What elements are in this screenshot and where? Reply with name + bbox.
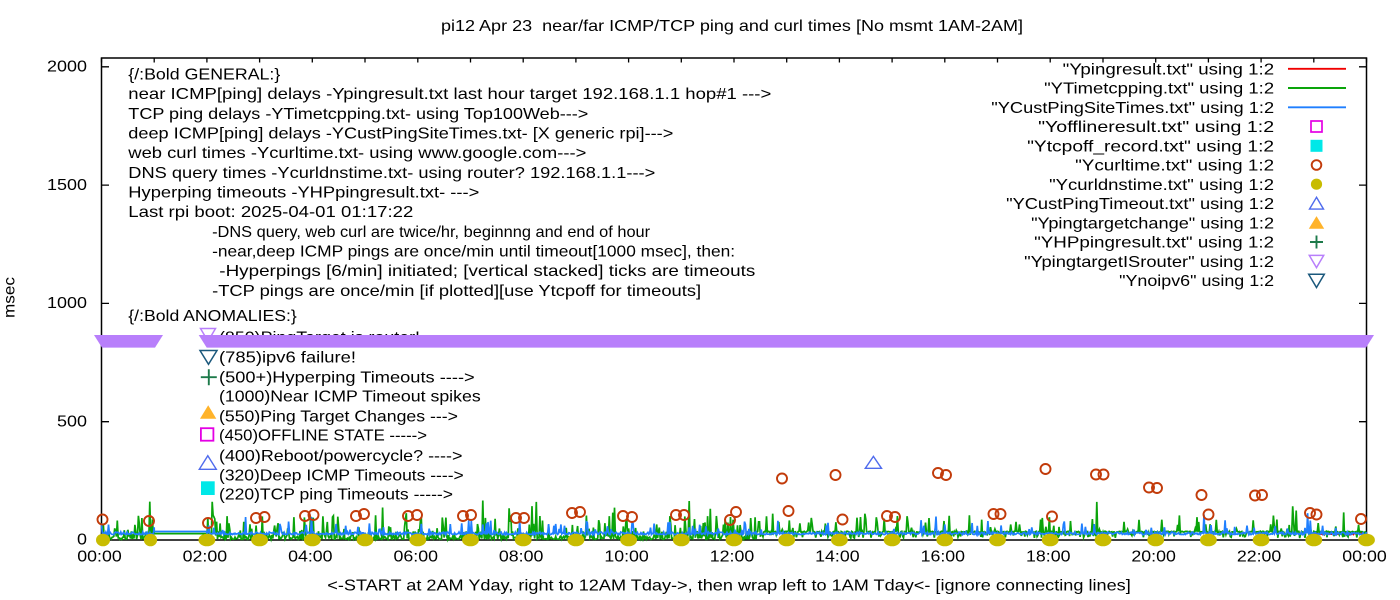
svg-text:{/:Bold ANOMALIES:}: {/:Bold ANOMALIES:} (128, 308, 297, 325)
svg-text:"Ycurltime.txt" using 1:2: "Ycurltime.txt" using 1:2 (1075, 158, 1274, 175)
svg-text:{/:Bold GENERAL:}: {/:Bold GENERAL:} (128, 67, 281, 84)
svg-text:(1000)Near ICMP Timeout spikes: (1000)Near ICMP Timeout spikes (219, 389, 481, 406)
svg-text:"Ypingtargetchange" using 1:2: "Ypingtargetchange" using 1:2 (1031, 215, 1274, 232)
svg-text:-Hyperpings [6/min] initiated;: -Hyperpings [6/min] initiated; [vertical… (219, 263, 755, 280)
svg-text:"Ytcpoff_record.txt" using 1:2: "Ytcpoff_record.txt" using 1:2 (1027, 138, 1274, 155)
svg-text:-DNS query, web curl are twice: -DNS query, web curl are twice/hr, begin… (212, 224, 651, 241)
svg-text:10:00: 10:00 (604, 549, 649, 566)
svg-text:08:00: 08:00 (499, 549, 544, 566)
svg-text:pi12 Apr 23 near/far ICMP/TCP: pi12 Apr 23 near/far ICMP/TCP ping and c… (441, 18, 1023, 35)
svg-text:12:00: 12:00 (710, 549, 755, 566)
svg-text:near ICMP[ping] delays -Ypingr: near ICMP[ping] delays -Ypingresult.txt … (128, 86, 771, 103)
svg-text:18:00: 18:00 (1026, 549, 1071, 566)
svg-text:"Ynoipv6" using 1:2: "Ynoipv6" using 1:2 (1119, 273, 1274, 290)
svg-text:TCP ping delays -YTimetcpping.: TCP ping delays -YTimetcpping.txt- using… (128, 106, 588, 123)
svg-text:(450)OFFLINE STATE ----->: (450)OFFLINE STATE -----> (219, 428, 427, 445)
svg-text:00:00: 00:00 (77, 549, 122, 566)
svg-text:14:00: 14:00 (815, 549, 860, 566)
svg-text:00:00: 00:00 (1342, 549, 1387, 566)
svg-text:"Yofflineresult.txt" using 1:2: "Yofflineresult.txt" using 1:2 (1038, 119, 1274, 136)
svg-text:"Ypingresult.txt" using 1:2: "Ypingresult.txt" using 1:2 (1063, 62, 1275, 79)
svg-text:-near,deep ICMP pings are once: -near,deep ICMP pings are once/min until… (212, 244, 735, 261)
svg-text:web curl times -Ycurltime.txt-: web curl times -Ycurltime.txt- using www… (127, 145, 586, 162)
svg-text:1500: 1500 (47, 177, 87, 194)
svg-text:deep ICMP[ping] delays -YCustP: deep ICMP[ping] delays -YCustPingSiteTim… (128, 126, 673, 143)
svg-text:22:00: 22:00 (1237, 549, 1282, 566)
svg-text:(220)TCP ping Timeouts ----->: (220)TCP ping Timeouts -----> (219, 486, 453, 503)
svg-text:16:00: 16:00 (921, 549, 966, 566)
svg-text:DNS query times -Ycurldnstime.: DNS query times -Ycurldnstime.txt- using… (128, 165, 655, 182)
svg-text:"YpingtargetISrouter" using 1:: "YpingtargetISrouter" using 1:2 (1024, 254, 1274, 271)
svg-text:Last rpi boot: 2025-04-01 01:1: Last rpi boot: 2025-04-01 01:17:22 (128, 204, 413, 221)
svg-text:500: 500 (57, 413, 87, 430)
svg-text:1000: 1000 (47, 295, 87, 312)
svg-text:-TCP pings are once/min [if pl: -TCP pings are once/min [if plotted][use… (212, 283, 701, 300)
svg-text:"Ycurldnstime.txt" using 1:2: "Ycurldnstime.txt" using 1:2 (1049, 177, 1274, 194)
svg-text:"YHPpingresult.txt" using 1:2: "YHPpingresult.txt" using 1:2 (1034, 235, 1274, 252)
svg-text:(320)Deep ICMP Timeouts ---->: (320)Deep ICMP Timeouts ----> (219, 468, 464, 485)
svg-text:"YCustPingTimeout.txt" using 1: "YCustPingTimeout.txt" using 1:2 (1006, 196, 1274, 213)
svg-text:(400)Reboot/powercycle? ---->: (400)Reboot/powercycle? ----> (219, 448, 462, 465)
svg-text:06:00: 06:00 (394, 549, 439, 566)
svg-text:msec: msec (2, 277, 19, 318)
svg-text:2000: 2000 (47, 59, 87, 76)
svg-text:"YCustPingSiteTimes.txt" using: "YCustPingSiteTimes.txt" using 1:2 (991, 100, 1274, 117)
svg-text:Hyperping timeouts -YHPpingres: Hyperping timeouts -YHPpingresult.txt- -… (128, 185, 479, 202)
svg-text:"YTimetcpping.txt" using 1:2: "YTimetcpping.txt" using 1:2 (1044, 81, 1274, 98)
svg-text:<-START at 2AM Yday, right to: <-START at 2AM Yday, right to 12AM Tday-… (327, 577, 1131, 594)
svg-text:20:00: 20:00 (1131, 549, 1176, 566)
svg-text:04:00: 04:00 (288, 549, 333, 566)
svg-text:(785)ipv6 failure!: (785)ipv6 failure! (219, 350, 356, 367)
svg-text:0: 0 (77, 532, 87, 549)
svg-text:02:00: 02:00 (183, 549, 228, 566)
svg-text:(550)Ping Target Changes --->: (550)Ping Target Changes ---> (219, 409, 458, 426)
svg-text:(500+)Hyperping Timeouts ---->: (500+)Hyperping Timeouts ----> (219, 370, 475, 387)
